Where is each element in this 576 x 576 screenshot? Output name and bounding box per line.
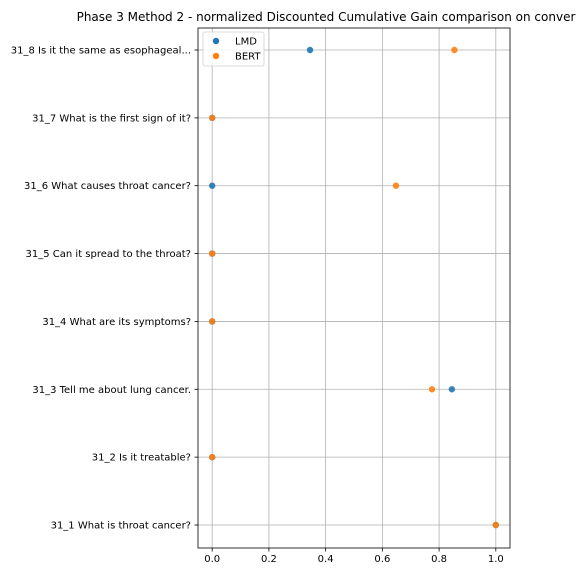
y-tick-label: 31_8 Is it the same as esophageal... xyxy=(11,46,191,57)
point-bert xyxy=(208,318,216,325)
data-points xyxy=(208,46,500,529)
legend-marker xyxy=(212,37,220,45)
point-lmd xyxy=(208,182,216,189)
x-axis: 0.0 0.2 0.4 0.6 0.8 1.0 xyxy=(204,548,504,565)
chart-title: Phase 3 Method 2 - normalized Discounted… xyxy=(77,10,576,24)
x-tick-label: 0.4 xyxy=(318,554,334,565)
y-tick-label: 31_7 What is the first sign of it? xyxy=(32,113,191,124)
legend-marker xyxy=(212,52,220,60)
point-bert xyxy=(451,46,458,54)
x-tick-label: 0.2 xyxy=(261,554,277,565)
x-tick-label: 0.8 xyxy=(431,554,447,565)
point-bert xyxy=(208,114,216,122)
legend-label: LMD xyxy=(235,37,257,48)
point-bert xyxy=(208,250,216,257)
point-bert xyxy=(428,386,436,393)
y-axis: 31_1 What is throat cancer? 31_2 Is it tr… xyxy=(11,46,198,532)
legend-label: BERT xyxy=(235,52,261,63)
y-tick-label: 31_4 What are its symptoms? xyxy=(42,317,191,328)
x-tick-label: 0.6 xyxy=(374,554,390,565)
grid xyxy=(198,28,510,548)
point-bert xyxy=(492,521,500,529)
x-tick-label: 0.0 xyxy=(204,554,220,565)
y-tick-label: 31_2 Is it treatable? xyxy=(92,453,191,464)
plot-frame xyxy=(197,27,511,549)
y-tick-label: 31_1 What is throat cancer? xyxy=(51,521,191,532)
x-tick-label: 1.0 xyxy=(488,554,504,565)
y-tick-label: 31_3 Tell me about lung cancer. xyxy=(32,385,191,396)
point-lmd xyxy=(448,386,456,393)
y-tick-label: 31_5 Can it spread to the throat? xyxy=(26,249,191,260)
point-bert xyxy=(208,453,216,461)
point-lmd xyxy=(306,46,314,54)
legend: LMD BERT xyxy=(202,31,265,67)
y-tick-label: 31_6 What causes throat cancer? xyxy=(24,181,191,192)
point-bert xyxy=(392,182,400,189)
